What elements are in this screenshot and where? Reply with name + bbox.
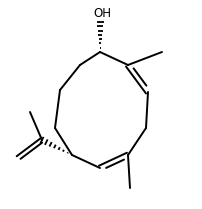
Text: OH: OH xyxy=(93,7,111,20)
